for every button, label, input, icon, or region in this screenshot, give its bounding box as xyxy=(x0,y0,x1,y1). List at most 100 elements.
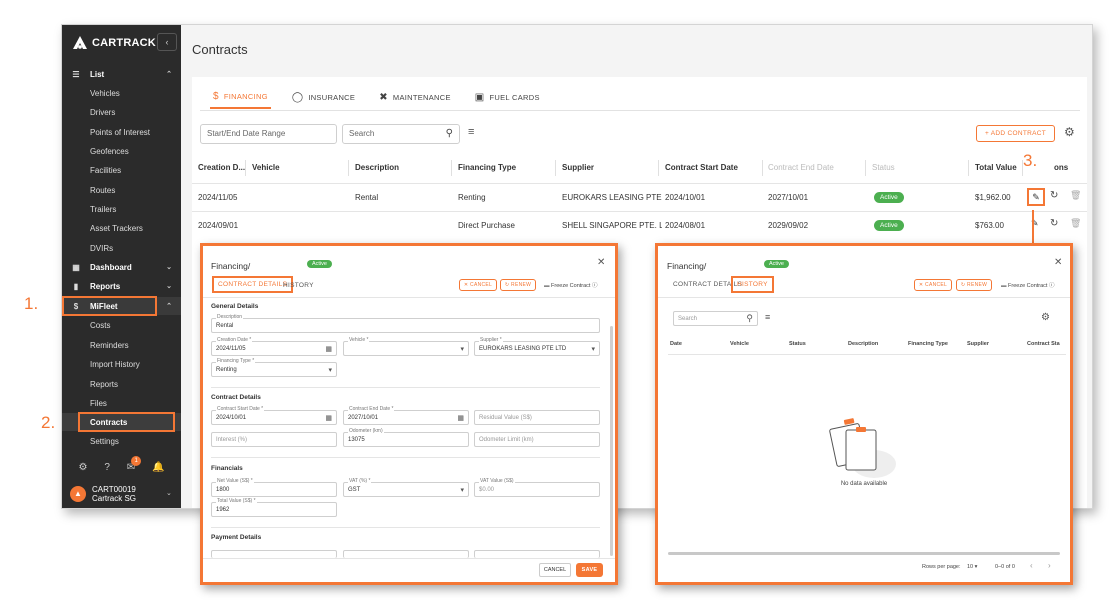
description-field[interactable]: Description Rental xyxy=(211,314,600,333)
sidebar-item-facilities[interactable]: Facilities xyxy=(62,161,181,179)
history-column-date[interactable]: Date xyxy=(670,341,682,347)
column-contract-end[interactable]: Contract End Date xyxy=(768,163,834,172)
field-placeholder: Odometer Limit (km) xyxy=(479,437,534,443)
edit-pencil-icon[interactable]: ✎ xyxy=(1027,188,1045,206)
sidebar-item-dashboard[interactable]: ▦ Dashboard ⌄ xyxy=(62,258,181,276)
sidebar-item-trailers[interactable]: Trailers xyxy=(62,200,181,218)
date-range-input[interactable]: Start/End Date Range xyxy=(200,124,337,144)
filter-icon[interactable]: ≡ xyxy=(468,126,475,138)
user-menu[interactable]: ▲ CART00019 Cartrack SG ⌄ xyxy=(70,485,172,503)
filter-icon[interactable]: ≡ xyxy=(765,312,771,322)
sidebar-item-files[interactable]: Files xyxy=(62,394,181,412)
sidebar-item-asset-trackers[interactable]: Asset Trackers xyxy=(62,219,181,237)
footer-cancel-button[interactable]: CANCEL xyxy=(539,563,571,577)
payment-field[interactable] xyxy=(211,550,337,558)
financing-type-select[interactable]: Financing Type * Renting ▾ xyxy=(211,358,337,377)
sidebar-item-vehicles[interactable]: Vehicles xyxy=(62,84,181,102)
odometer-limit-field[interactable]: Odometer Limit (km) xyxy=(474,432,600,447)
sidebar-item-dvirs[interactable]: DVIRs xyxy=(62,239,181,257)
renew-contract-button[interactable]: ↻ RENEW xyxy=(500,279,536,291)
column-total-value[interactable]: Total Value xyxy=(975,163,1017,172)
history-column-contract-start[interactable]: Contract Sta xyxy=(1027,341,1060,347)
net-value-field[interactable]: Net Value (S$) * 1800 xyxy=(211,478,337,497)
sidebar-item-settings[interactable]: Settings xyxy=(62,432,181,450)
close-icon[interactable]: ✕ xyxy=(1054,257,1063,268)
collapse-sidebar-button[interactable]: ‹ xyxy=(157,33,177,51)
add-contract-button[interactable]: + ADD CONTRACT xyxy=(976,125,1055,142)
column-description[interactable]: Description xyxy=(355,163,400,172)
history-column-financing-type[interactable]: Financing Type xyxy=(908,341,948,347)
tab-contract-details[interactable]: CONTRACT DETAILS xyxy=(212,276,294,293)
vehicle-select[interactable]: Vehicle * ▾ xyxy=(343,337,469,356)
history-column-vehicle[interactable]: Vehicle xyxy=(730,341,749,347)
horizontal-scrollbar[interactable] xyxy=(668,552,1060,555)
history-column-supplier[interactable]: Supplier xyxy=(967,341,990,347)
help-icon[interactable]: ? xyxy=(104,462,110,473)
tab-fuel-cards[interactable]: ▣ FUEL CARDS xyxy=(472,85,543,109)
tab-financing[interactable]: $ FINANCING xyxy=(210,85,271,109)
bell-icon[interactable]: 🔔 xyxy=(152,462,165,473)
column-contract-start[interactable]: Contract Start Date xyxy=(665,163,738,172)
rows-per-page-select[interactable]: 10 ▾ xyxy=(967,564,977,570)
total-value-field[interactable]: Total Value (S$) * 1962 xyxy=(211,498,337,517)
contract-end-field[interactable]: Contract End Date * 2027/10/01 ▦ xyxy=(343,406,469,425)
table-settings-gear-icon[interactable]: ⚙ xyxy=(1064,125,1075,139)
cancel-contract-button[interactable]: ✕ CANCEL xyxy=(914,279,952,291)
previous-page-icon[interactable]: ‹ xyxy=(1030,561,1033,570)
column-separator xyxy=(555,160,556,176)
interest-field[interactable]: Interest (%) xyxy=(211,432,337,447)
payment-field[interactable] xyxy=(343,550,469,558)
close-icon[interactable]: ✕ xyxy=(597,257,606,268)
contract-start-field[interactable]: Contract Start Date * 2024/10/01 ▦ xyxy=(211,406,337,425)
column-status[interactable]: Status xyxy=(872,163,895,172)
tab-contract-details[interactable]: CONTRACT DETAILS xyxy=(673,281,743,288)
sidebar-item-routes[interactable]: Routes xyxy=(62,181,181,199)
history-search-input[interactable]: Search ⚲ xyxy=(673,311,758,326)
tab-insurance[interactable]: ◯ INSURANCE xyxy=(289,85,358,109)
settings-gear-icon[interactable]: ⚙ xyxy=(78,462,88,473)
column-supplier[interactable]: Supplier xyxy=(562,163,595,172)
sidebar-item-mifleet-reports[interactable]: Reports xyxy=(62,375,181,393)
cartrack-logo[interactable]: CARTRACK xyxy=(72,35,156,51)
sidebar-item-reminders[interactable]: Reminders xyxy=(62,336,181,354)
supplier-select[interactable]: Supplier * EUROKARS LEASING PTE LTD ▾ xyxy=(474,337,600,356)
history-column-description[interactable]: Description xyxy=(848,341,879,347)
sidebar-item-list[interactable]: ☰ List ⌃ xyxy=(62,65,181,83)
vat-percent-select[interactable]: VAT (%) * GST ▾ xyxy=(343,478,469,497)
edit-pencil-icon[interactable]: ✎ xyxy=(1031,218,1039,228)
settings-gear-icon[interactable]: ⚙ xyxy=(1041,312,1050,323)
renew-icon[interactable]: ↻ xyxy=(1050,190,1059,201)
freeze-contract-toggle[interactable]: ▬ Freeze Contract ⓘ xyxy=(1001,281,1055,289)
next-page-icon[interactable]: › xyxy=(1048,561,1051,570)
sidebar-item-geofences[interactable]: Geofences xyxy=(62,142,181,160)
delete-icon[interactable]: 🗑 xyxy=(1070,190,1082,200)
tab-maintenance[interactable]: ✖ MAINTENANCE xyxy=(376,85,454,109)
column-vehicle[interactable]: Vehicle xyxy=(252,163,280,172)
save-button[interactable]: SAVE xyxy=(576,563,603,577)
history-column-status[interactable]: Status xyxy=(789,341,806,347)
residual-value-field[interactable]: Residual Value (S$) xyxy=(474,410,600,425)
creation-date-field[interactable]: Creation Date * 2024/11/05 ▦ xyxy=(211,337,337,356)
sidebar-item-contracts[interactable]: Contracts xyxy=(62,413,181,431)
odometer-field[interactable]: Odometer (km) 13075 xyxy=(343,428,469,447)
sidebar-item-costs[interactable]: Costs xyxy=(62,316,181,334)
column-creation-date[interactable]: Creation D... xyxy=(198,163,246,172)
sidebar-item-import-history[interactable]: Import History xyxy=(62,355,181,373)
tab-history[interactable]: HISTORY xyxy=(283,282,314,289)
renew-icon[interactable]: ↻ xyxy=(1050,218,1059,229)
renew-contract-button[interactable]: ↻ RENEW xyxy=(956,279,992,291)
payment-field[interactable] xyxy=(474,550,600,558)
inbox-icon[interactable]: ✉ 1 xyxy=(127,456,142,473)
cancel-contract-button[interactable]: ✕ CANCEL xyxy=(459,279,497,291)
sidebar-item-mifleet[interactable]: $ MiFleet ⌃ xyxy=(62,297,181,315)
freeze-contract-toggle[interactable]: ▬ Freeze Contract ⓘ xyxy=(544,281,598,289)
search-input[interactable]: Search ⚲ xyxy=(342,124,460,144)
sidebar-item-drivers[interactable]: Drivers xyxy=(62,103,181,121)
dialog-scrollbar[interactable] xyxy=(610,326,613,556)
field-value: 1800 xyxy=(216,487,230,493)
delete-icon[interactable]: 🗑 xyxy=(1070,218,1082,228)
sidebar-item-poi[interactable]: Points of Interest xyxy=(62,123,181,141)
column-financing-type[interactable]: Financing Type xyxy=(458,163,517,172)
sidebar-item-reports[interactable]: ▮ Reports ⌄ xyxy=(62,277,181,295)
tab-history[interactable]: HISTORY xyxy=(731,276,774,293)
